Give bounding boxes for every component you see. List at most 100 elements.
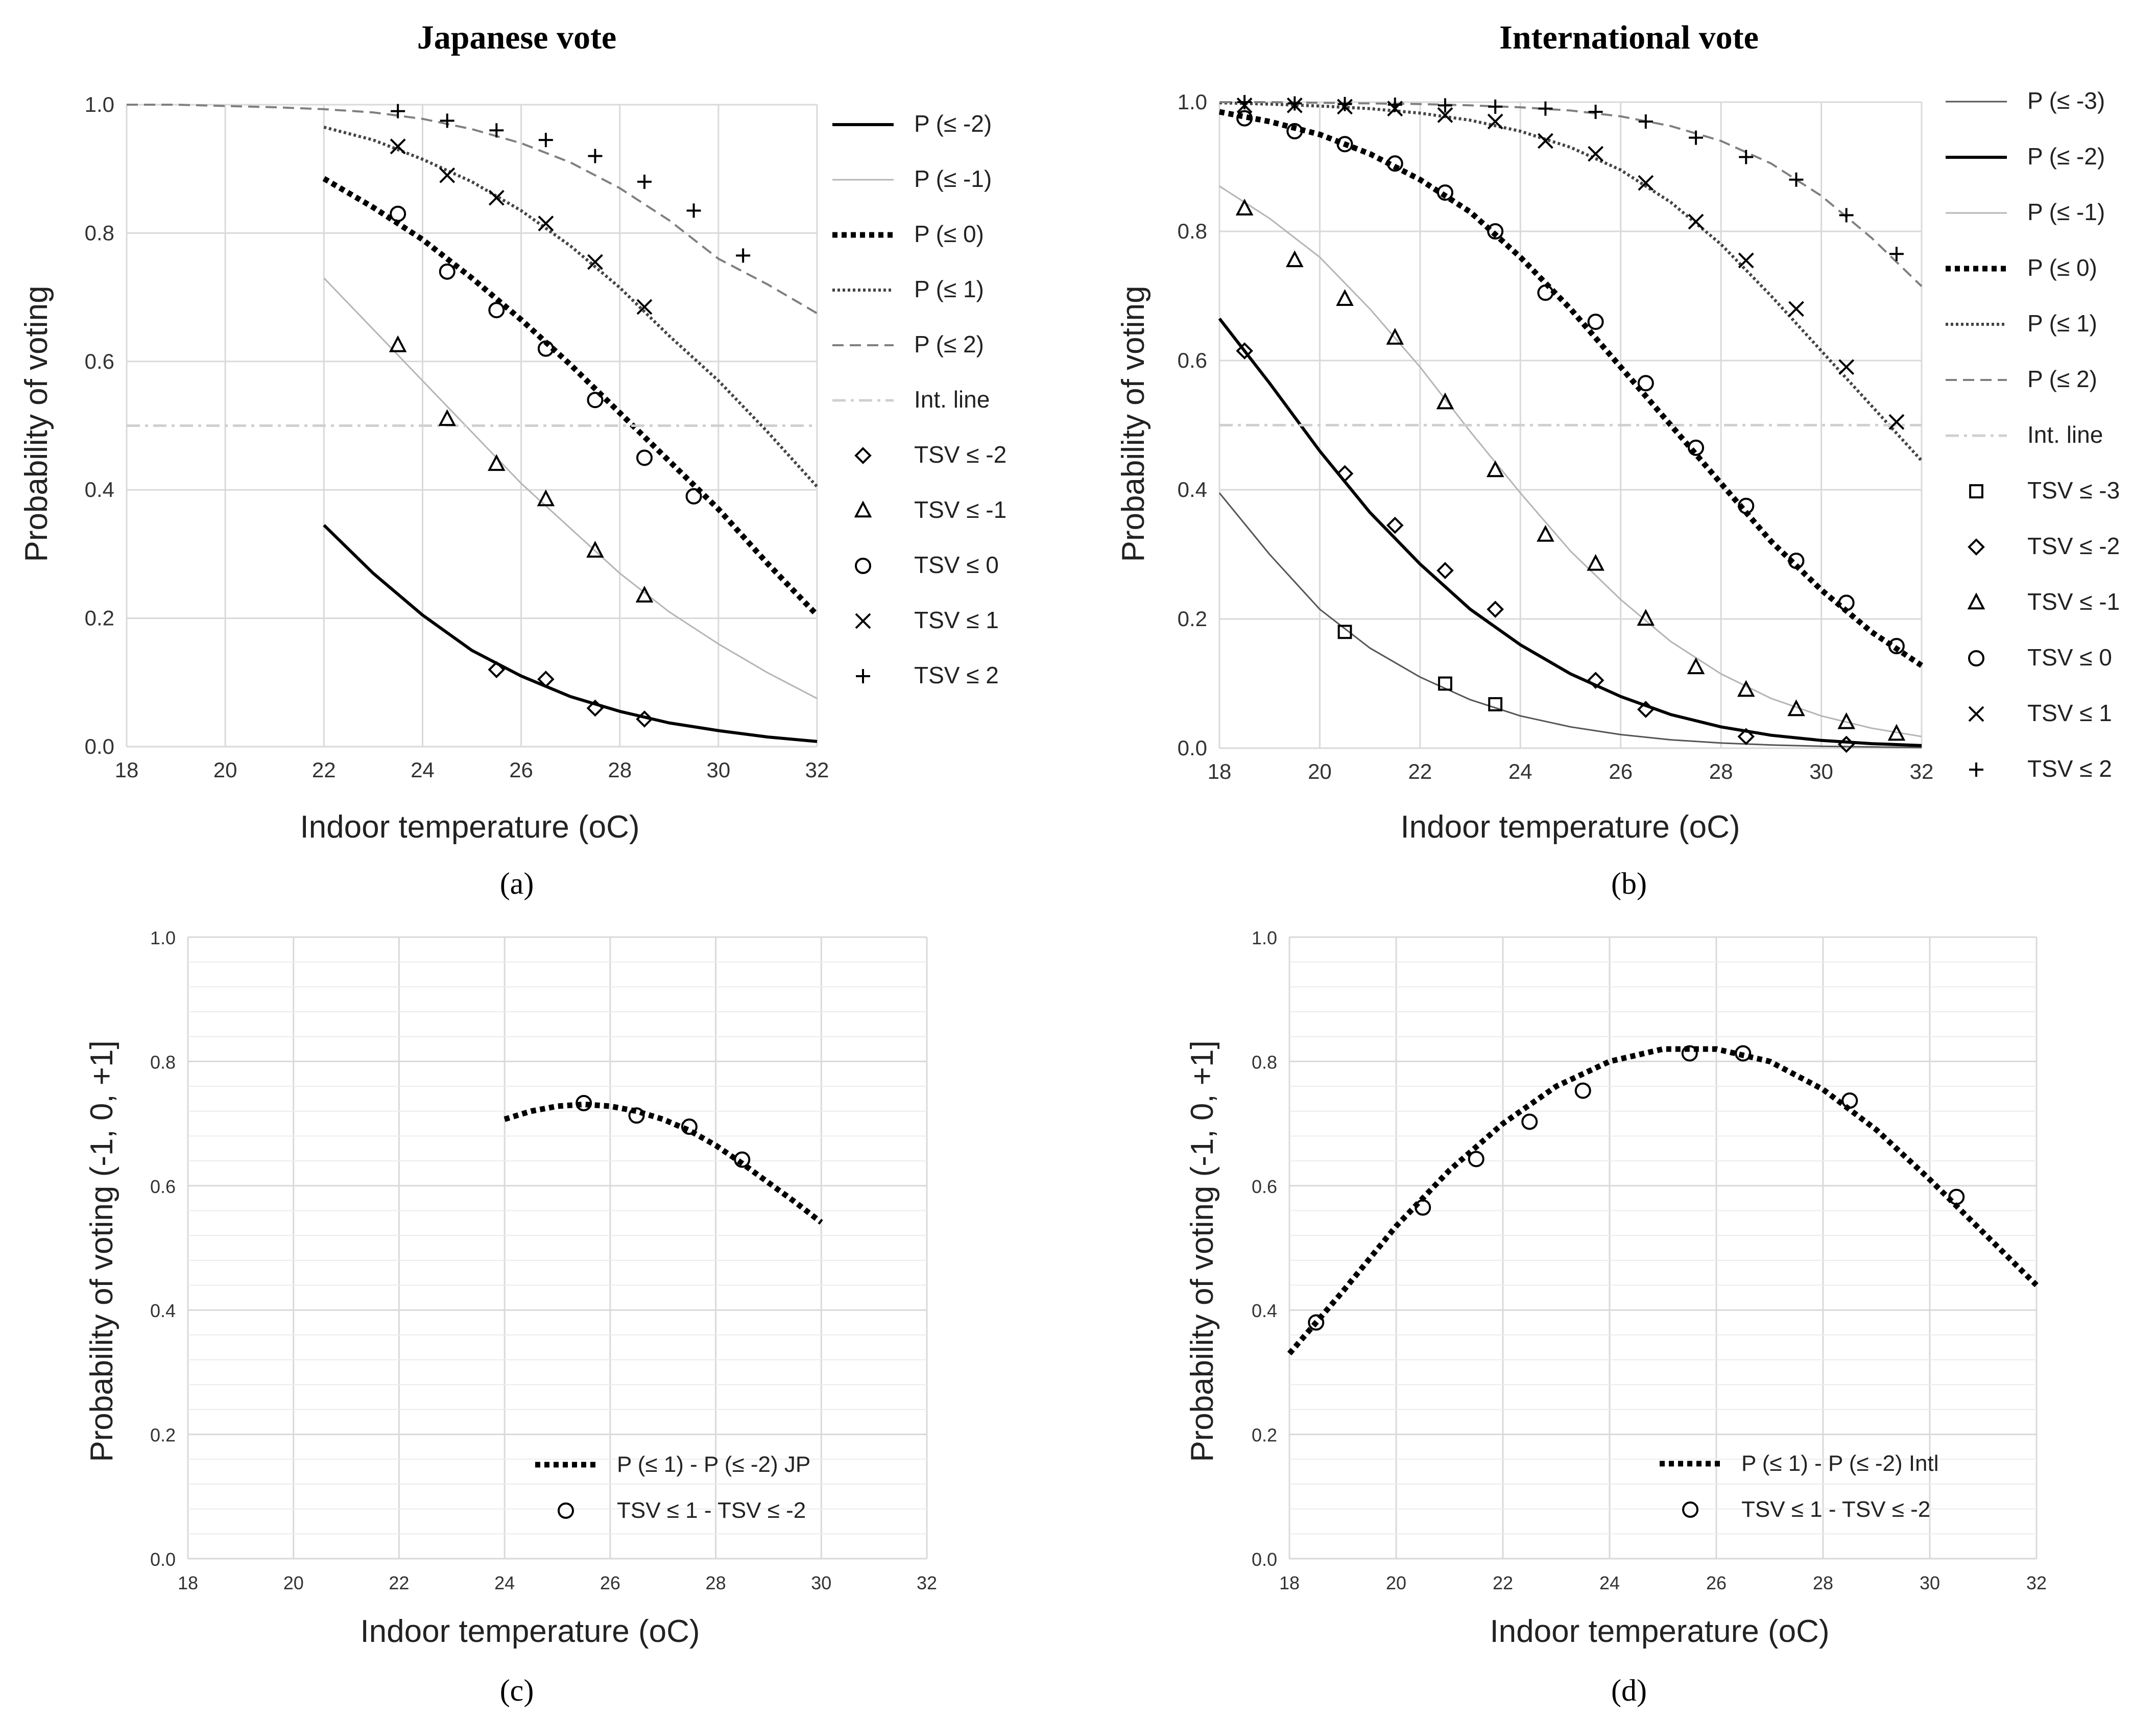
x-tick-label: 18 [178,1572,198,1593]
series-line [1218,492,1922,749]
data-point [636,710,653,728]
legend-entry: P (≤ -1) [2027,199,2105,225]
data-point [1689,130,1704,145]
data-point [586,699,604,717]
data-point [1638,114,1653,129]
legend-entry: P (≤ 1) [2027,310,2097,337]
y-tick-label: 0.6 [1178,348,1207,372]
data-point [488,302,505,319]
legend-entry: P (≤ 1) - P (≤ -2) JP [617,1452,810,1477]
legend-marker-swatch [1968,538,1985,556]
y-tick-label: 0.2 [1178,607,1207,631]
legend-entry: P (≤ -2) [2027,143,2105,170]
y-tick-label: 0.0 [85,734,114,758]
data-point [1438,676,1452,691]
data-point [1521,1113,1538,1130]
y-tick-label: 0.2 [150,1425,176,1446]
series-line [1219,101,1923,287]
legend-entry: P (≤ 0) [914,221,984,247]
data-point [1737,728,1755,746]
legend-entry: TSV ≤ -1 [2027,588,2120,615]
data-point [1436,184,1453,201]
series-line [323,277,818,700]
series-line [127,104,818,315]
x-axis-label: Indoor temperature (oC) [300,809,639,845]
data-point [1237,95,1252,109]
y-tick-label: 0.8 [150,1052,176,1072]
y-tick-label: 1.0 [150,927,176,948]
data-point [586,540,604,558]
data-point [1574,1082,1591,1099]
y-tick-label: 0.4 [150,1300,176,1321]
data-point [1336,465,1354,483]
legend-entry: P (≤ 1) [914,276,984,302]
data-point [685,488,702,505]
data-point [1488,697,1503,711]
x-tick-label: 32 [917,1572,937,1593]
data-point [1887,724,1906,741]
legend-marker-swatch [854,500,872,518]
x-tick-label: 22 [1408,759,1432,783]
y-tick-label: 0.8 [85,221,114,245]
data-point [1788,301,1804,317]
x-tick-label: 24 [1599,1572,1620,1593]
data-point [736,248,751,263]
x-tick-label: 28 [1709,759,1733,783]
data-point [1386,516,1404,534]
y-axis-label: Probability of voting (-1, 0, +1] [1185,1040,1220,1462]
x-axis-label: Indoor temperature (oC) [1490,1614,1829,1649]
legend-marker-swatch [855,613,871,629]
data-point [1888,638,1905,655]
data-point [1537,524,1554,542]
data-point [1737,680,1755,697]
data-point [1787,699,1805,717]
x-tick-label: 24 [494,1572,515,1593]
y-tick-label: 1.0 [1178,90,1207,114]
legend-marker-swatch [1967,592,1985,610]
data-point [628,1107,645,1124]
series-line [1287,1046,2039,1355]
x-tick-label: 30 [706,758,730,782]
y-tick-label: 0.4 [85,478,114,502]
series-line [1218,109,1924,668]
chart-panel-b: International vote 18 20 22 24 26 28 30 32 0.0 0.… [1116,19,2120,900]
x-tick-label: 20 [1386,1572,1406,1593]
data-point [1637,701,1655,718]
y-axis-label: Probability of voting (-1, 0, +1] [84,1040,119,1462]
legend-entry: P (≤ -2) [914,110,992,137]
legend-marker-swatch [855,558,871,574]
data-point [1336,289,1354,306]
data-point [1838,359,1855,375]
data-point [438,409,457,426]
legend-marker-swatch [1969,484,1983,498]
x-tick-label: 32 [805,758,829,782]
legend-entry: Int. line [914,386,990,413]
data-point [1587,554,1604,571]
legend-entry: TSV ≤ 1 [2027,700,2112,726]
y-tick-label: 1.0 [85,92,114,116]
data-point [1287,96,1302,111]
data-point [1337,625,1352,639]
data-point [1837,712,1855,729]
data-point [1889,247,1904,261]
data-point [487,454,506,471]
legend-marker-swatch [558,1502,574,1519]
data-point [440,113,454,128]
x-tick-label: 20 [1308,759,1332,783]
panel-label-c: (c) [500,1674,534,1707]
y-tick-label: 0.8 [1252,1052,1277,1072]
series-line [504,1101,823,1225]
x-tick-label: 20 [213,758,237,782]
series-line [1219,101,1923,462]
legend-marker-swatch [1968,706,1984,722]
legend-entry: P (≤ 2) [2027,366,2097,392]
data-point [1789,172,1804,187]
x-tick-label: 28 [1813,1572,1833,1593]
y-axis-label: Probability of voting [19,285,54,562]
legend-entry: TSV ≤ -1 [914,496,1007,523]
legend-entry: TSV ≤ 2 [914,662,999,688]
chart-title: International vote [1499,19,1759,56]
data-point [439,167,456,183]
y-tick-label: 0.2 [1252,1425,1277,1446]
data-point [588,149,603,163]
